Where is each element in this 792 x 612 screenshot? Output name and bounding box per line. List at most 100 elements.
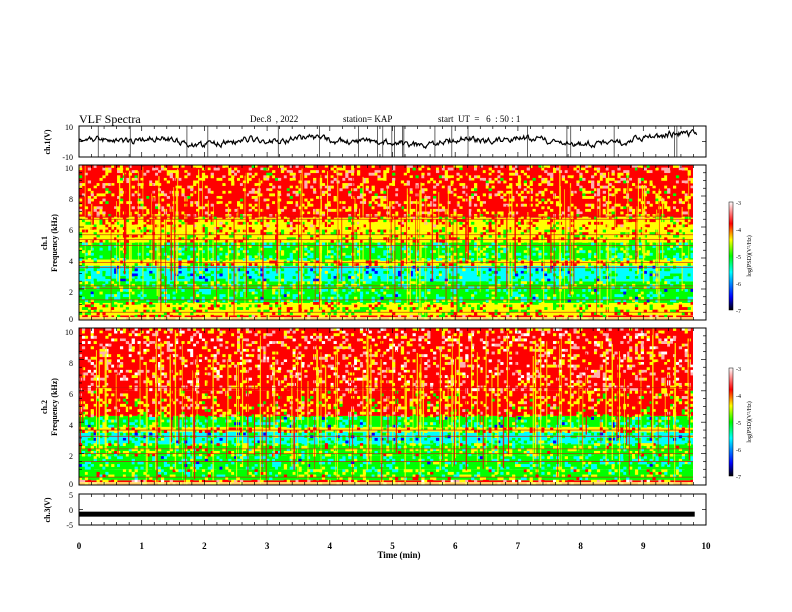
spectrum-cell xyxy=(576,208,580,212)
spectrum-cell xyxy=(579,175,583,179)
spectrum-cell xyxy=(108,237,112,241)
spectrum-cell xyxy=(181,237,185,241)
spectrum-cell xyxy=(468,193,472,197)
spectrum-cell xyxy=(544,294,548,298)
spectrum-cell xyxy=(193,237,197,241)
spectrum-cell xyxy=(397,270,402,274)
spectrum-cell xyxy=(491,216,495,220)
spectrum-cell xyxy=(453,252,457,256)
spectrum-cell xyxy=(354,309,358,313)
spectrum-cell xyxy=(576,281,580,285)
spectrum-cell xyxy=(526,188,530,192)
spectrum-cell xyxy=(111,307,115,310)
spectrum-cell xyxy=(427,167,431,171)
spectrum-cell xyxy=(517,237,522,241)
spectrum-cell xyxy=(418,314,422,318)
spectrum-cell xyxy=(547,234,551,238)
spectrum-cell xyxy=(435,211,440,215)
spectrum-cell xyxy=(354,234,358,238)
spectrum-cell xyxy=(333,270,337,274)
spectrum-cell xyxy=(471,239,475,243)
spectrum-cell xyxy=(471,216,475,220)
spectrum-cell xyxy=(520,309,525,313)
spectrum-cell xyxy=(342,206,346,210)
spectrum-cell xyxy=(371,296,375,300)
spectrum-cell xyxy=(611,211,615,215)
spectrum-cell xyxy=(102,270,106,274)
spectrum-cell xyxy=(263,245,267,248)
spectrum-cell xyxy=(207,299,211,303)
spectrum-cell xyxy=(550,208,554,212)
spectrum-cell xyxy=(213,245,217,248)
spectrum-cell xyxy=(187,214,191,217)
spectrum-cell xyxy=(441,214,446,217)
spectrum-cell xyxy=(295,273,299,277)
spectrum-cell xyxy=(362,312,367,316)
spectrum-cell xyxy=(564,180,568,184)
spectrum-cell xyxy=(245,170,250,174)
spectrum-cell xyxy=(538,268,542,272)
spectrum-cell xyxy=(456,221,460,225)
spectrum-cell xyxy=(128,289,132,292)
spectrum-cell xyxy=(301,273,305,277)
spectrum-cell xyxy=(140,185,144,189)
spectrum-cell xyxy=(125,234,130,238)
spectrum-cell xyxy=(143,268,147,272)
spectrum-cell xyxy=(424,175,428,179)
spectrum-cell xyxy=(491,229,495,233)
spectrum-cell xyxy=(289,312,293,316)
spectrum-cell xyxy=(517,170,522,174)
spectrum-cell xyxy=(169,312,173,316)
spectrum-cell xyxy=(216,237,220,241)
spectrum-cell xyxy=(119,183,124,186)
spectrum-cell xyxy=(313,278,317,282)
spectrum-cell xyxy=(152,314,156,318)
spectrum-cell xyxy=(313,216,317,220)
spectrum-cell xyxy=(160,289,165,292)
spectrum-cell xyxy=(397,296,402,300)
spectrum-cell xyxy=(324,185,329,189)
spectrum-cell xyxy=(462,260,466,264)
spectrum-cell xyxy=(608,278,612,282)
spectrum-cell xyxy=(193,260,197,264)
spectrum-cell xyxy=(368,304,372,308)
spectrum-cell xyxy=(395,291,399,295)
spectrum-cell xyxy=(239,170,244,174)
spectrum-cell xyxy=(599,304,604,308)
spectrum-cell xyxy=(310,170,314,174)
spectrum-cell xyxy=(263,309,267,313)
spectrum-cell xyxy=(593,289,598,292)
spectrum-cell xyxy=(316,250,320,254)
spectrum-cell xyxy=(228,289,232,292)
spectrum-cell xyxy=(204,183,209,186)
spectrum-cell xyxy=(532,208,536,212)
spectrum-cell xyxy=(617,203,621,207)
ch1-spectrogram-panel: 0 2 4 6 8 10 ch.1 Frequency (kHz) xyxy=(40,164,707,324)
spectrum-cell xyxy=(114,296,118,300)
spectrum-cell xyxy=(321,172,326,176)
spectrum-cell xyxy=(245,234,250,238)
spectrum-cell xyxy=(90,198,94,202)
spectrum-cell xyxy=(459,165,463,168)
spectrum-cell xyxy=(500,219,504,223)
spectrum-cell xyxy=(345,193,349,197)
spectrum-cell xyxy=(535,247,539,251)
spectrum-cell xyxy=(196,291,200,295)
spectrum-cell xyxy=(488,172,492,176)
spectrum-cell xyxy=(245,237,250,241)
spectrum-cell xyxy=(596,180,601,184)
spectrum-cell xyxy=(102,219,106,223)
spectrum-cell xyxy=(438,208,443,212)
spectrum-cell xyxy=(316,252,320,256)
spectrum-cell xyxy=(541,198,545,202)
spectrum-cell xyxy=(196,208,200,212)
spectrum-cell xyxy=(333,278,337,282)
spectrum-cell xyxy=(81,216,86,220)
spectrum-cell xyxy=(541,190,545,194)
spectrum-cell xyxy=(503,190,507,194)
spectrum-cell xyxy=(362,283,367,287)
spectrum-cell xyxy=(295,185,299,189)
spectrum-cell xyxy=(111,304,115,308)
spectrum-cell xyxy=(520,247,525,251)
spectrum-cell xyxy=(412,167,416,171)
